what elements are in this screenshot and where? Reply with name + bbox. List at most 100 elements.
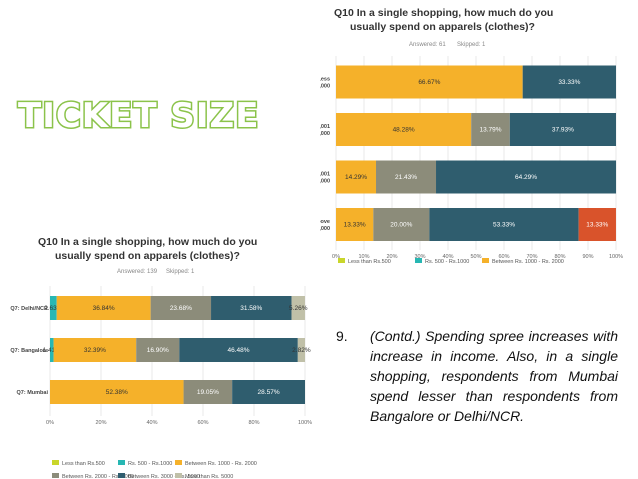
bar-segment — [56, 296, 151, 320]
category-label: Q7: Bangalore — [10, 348, 48, 354]
data-label: 14.29% — [345, 174, 367, 181]
data-label: 5.26% — [289, 305, 308, 312]
x-tick-label: 20% — [386, 254, 397, 260]
bar-segment — [297, 338, 305, 362]
bar-segment — [509, 113, 616, 146]
chart-title-line2: usually spend on apparels (clothes)? — [350, 21, 535, 33]
data-label: 53.33% — [493, 222, 515, 229]
data-label: 28.57% — [258, 389, 280, 396]
data-label: 20.00% — [390, 222, 412, 229]
legend-swatch — [118, 460, 125, 465]
x-tick-label: 0% — [46, 420, 54, 426]
data-label: 13.33% — [344, 222, 366, 229]
bar-segment — [376, 160, 437, 194]
x-tick-label: 0% — [332, 254, 340, 260]
legend-swatch — [175, 473, 182, 478]
bar-segment — [232, 380, 305, 404]
category-label: Q7: Delhi/NCR — [10, 306, 48, 312]
bar-segment — [578, 208, 616, 241]
data-label: 37.93% — [552, 127, 574, 134]
x-tick-label: 40% — [442, 254, 453, 260]
bar-segment — [336, 65, 523, 99]
skipped-count: Skipped: 1 — [166, 269, 195, 275]
data-label: 16.90% — [147, 347, 169, 354]
legend-label: Between Rs. 1000 - Rs. 2000 — [185, 461, 257, 467]
data-label: 21.43% — [395, 174, 417, 181]
legend-swatch — [338, 258, 345, 263]
bar-segment — [436, 160, 617, 194]
legend-label: Between Rs. 1000 - Rs. 2000 — [492, 259, 564, 265]
x-tick-label: 20% — [95, 420, 106, 426]
legend-label: More than Rs. 5000 — [185, 474, 233, 479]
data-label: 31.58% — [240, 305, 262, 312]
data-label: 33.33% — [558, 79, 580, 86]
legend-swatch — [52, 473, 59, 478]
bar-segment — [53, 338, 137, 362]
observation-note: 9. (Contd.) Spending spree increases wit… — [336, 326, 618, 426]
bar-segment — [150, 296, 212, 320]
legend-label: Between Rs. 3000 - Rs. 5000 — [128, 474, 200, 479]
x-tick-label: 60% — [498, 254, 509, 260]
bar-segment — [50, 380, 184, 404]
bar-segment — [429, 208, 579, 241]
x-tick-label: 30% — [414, 254, 425, 260]
chart-title-line1: Q10 In a single shopping, how much do yo… — [38, 236, 258, 248]
bar-segment — [336, 208, 374, 241]
legend-label: Rs. 500 - Rs.1000 — [425, 259, 469, 265]
category-label: Q7: Mumbai — [17, 390, 49, 396]
data-label: 52.38% — [106, 389, 128, 396]
data-label: 13.79% — [479, 127, 501, 134]
data-label: 48.28% — [393, 127, 415, 134]
legend-label: Less than Rs.500 — [62, 461, 105, 467]
bar-segment — [471, 113, 510, 146]
data-label: 13.33% — [586, 222, 608, 229]
x-tick-label: 90% — [582, 254, 593, 260]
chart-city-panel: Q10 In a single shopping, how much do yo… — [0, 228, 318, 479]
data-label: 2.63% — [44, 305, 63, 312]
chart-title-line2: usually spend on apparels (clothes)? — [55, 250, 240, 262]
data-label: 32.39% — [84, 347, 106, 354]
category-label: Q6: Above — [320, 219, 330, 225]
bar-segment — [211, 296, 292, 320]
x-tick-label: 10% — [358, 254, 369, 260]
category-label: Q6: 4,00,001 — [320, 124, 330, 130]
bar-segment — [183, 380, 233, 404]
data-label: 64.29% — [515, 174, 537, 181]
bar-segment — [50, 338, 54, 362]
answered-count: Answered: 139 — [117, 269, 158, 275]
legend-label: Less than Rs.500 — [348, 259, 391, 265]
bar-segment — [522, 65, 616, 99]
category-label: to 10,00,000 — [320, 179, 330, 185]
category-label: 12,00,000 — [320, 226, 330, 232]
x-tick-label: 60% — [197, 420, 208, 426]
legend-label: Between Rs. 2000 - Rs. 3000 — [62, 474, 134, 479]
data-label: 1.41% — [43, 347, 62, 354]
data-label: 23.68% — [170, 305, 192, 312]
category-label: Q6: 8,00,001 — [320, 172, 330, 178]
note-text: (Contd.) Spending spree increases with i… — [370, 328, 618, 424]
x-tick-label: 100% — [298, 420, 312, 426]
x-tick-label: 40% — [146, 420, 157, 426]
category-label: than 2,00,000 — [320, 84, 330, 90]
x-tick-label: 80% — [554, 254, 565, 260]
legend-swatch — [52, 460, 59, 465]
legend-swatch — [482, 258, 489, 263]
bar-segment — [136, 338, 180, 362]
bar-segment — [179, 338, 298, 362]
x-tick-label: 70% — [526, 254, 537, 260]
slide-title: TICKET SIZE — [16, 95, 260, 138]
answered-count: Answered: 61 — [409, 42, 446, 48]
category-label: Q6: Less — [320, 77, 330, 83]
bar-segment — [336, 113, 472, 146]
legend-label: Rs. 500 - Rs.1000 — [128, 461, 172, 467]
legend-swatch — [175, 460, 182, 465]
income-stacked-bar-chart: 0% 10% 20% 30% 40% 50% 60% 70% 80% 90% 100% Q6: Les… — [320, 56, 623, 265]
bar-segment — [336, 160, 377, 194]
chart-income-panel: Q10 In a single shopping, how much do yo… — [320, 0, 638, 265]
data-label: 66.67% — [418, 79, 440, 86]
x-tick-label: 100% — [609, 254, 623, 260]
bar-segment — [291, 296, 305, 320]
x-tick-label: 50% — [470, 254, 481, 260]
legend-swatch — [415, 258, 422, 263]
